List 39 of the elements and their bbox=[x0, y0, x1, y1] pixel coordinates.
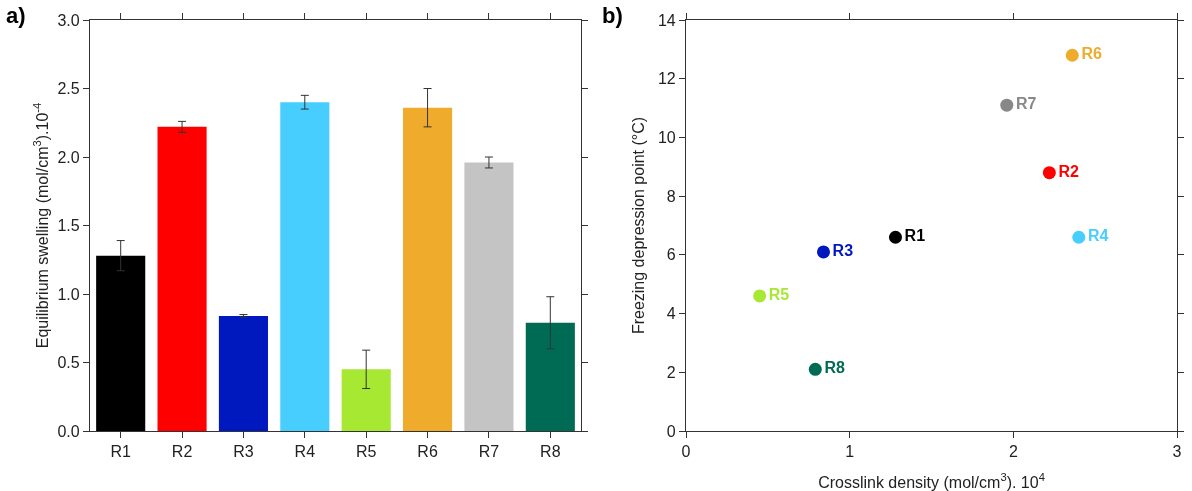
series-label: R5 bbox=[768, 285, 790, 303]
x-tick-label: R1 bbox=[110, 443, 132, 461]
y-tick-label: 4 bbox=[666, 305, 676, 323]
y-tick-label: 2.5 bbox=[57, 80, 80, 98]
series-label: R6 bbox=[1081, 45, 1102, 63]
y-tick-label: 0.5 bbox=[57, 354, 80, 372]
y-tick-label: 0 bbox=[666, 422, 676, 440]
x-tick-label: R7 bbox=[478, 443, 500, 461]
y-tick-label: 0.0 bbox=[57, 422, 80, 440]
y-tick-label: 14 bbox=[657, 11, 676, 29]
y-tick-label: 2 bbox=[666, 363, 676, 381]
y-tick-label: 2.0 bbox=[57, 148, 80, 166]
x-tick-label: R3 bbox=[233, 443, 254, 461]
series-label: R8 bbox=[824, 359, 845, 377]
x-tick-label: 1 bbox=[845, 443, 855, 461]
y-tick-label: 10 bbox=[657, 129, 676, 147]
y-tick-label: 8 bbox=[666, 187, 676, 205]
y-tick-label: 1.5 bbox=[57, 217, 80, 235]
y-tick-label: 12 bbox=[657, 70, 676, 88]
x-tick-label: 2 bbox=[1008, 443, 1018, 461]
y-tick-label: 6 bbox=[666, 246, 676, 264]
x-tick-label: R5 bbox=[355, 443, 377, 461]
y-tick-label: 3.0 bbox=[57, 11, 80, 29]
y-tick-label: 1.0 bbox=[57, 285, 80, 303]
x-tick-label: R8 bbox=[540, 443, 561, 461]
x-tick-label: R4 bbox=[294, 443, 316, 461]
x-tick-label: 3 bbox=[1172, 443, 1182, 461]
chart-title: a) bbox=[5, 2, 26, 28]
series-label: R3 bbox=[832, 241, 854, 259]
x-tick-label: 0 bbox=[681, 443, 691, 461]
x-tick-label: R2 bbox=[171, 443, 193, 461]
series-label: R2 bbox=[1058, 162, 1080, 180]
series-label: R7 bbox=[1015, 95, 1037, 113]
y-axis-title: Freezing depression point (°C) bbox=[629, 116, 647, 335]
x-axis-title: Crosslink density (mol/cm$^{3}$). 10$^{4}$ bbox=[818, 471, 1045, 491]
x-tick-label: R6 bbox=[417, 443, 438, 461]
chart-title: b) bbox=[601, 2, 623, 28]
series-label: R4 bbox=[1087, 227, 1109, 245]
series-label: R1 bbox=[904, 227, 926, 245]
